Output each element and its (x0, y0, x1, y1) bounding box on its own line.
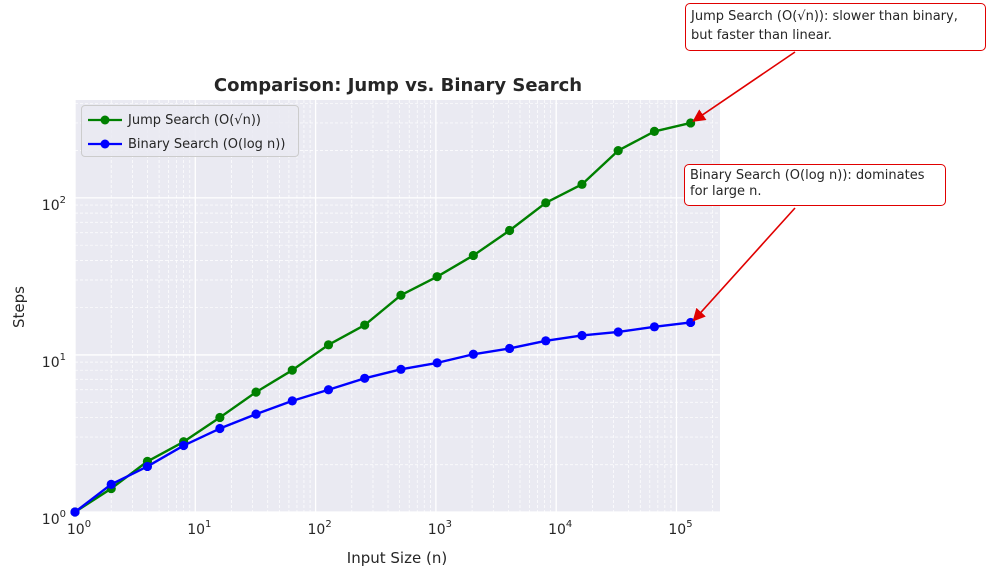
data-point (360, 373, 370, 383)
data-point (686, 118, 696, 128)
data-point (287, 365, 297, 375)
data-point (360, 320, 370, 330)
data-point (541, 198, 551, 208)
y-tick-label: 100 (42, 509, 66, 528)
legend-marker-binary (88, 139, 122, 149)
x-tick-label: 103 (428, 519, 452, 538)
x-tick-label: 100 (67, 519, 91, 538)
data-point (504, 225, 515, 236)
data-point (541, 336, 551, 346)
data-point (468, 250, 478, 261)
series-line (74, 321, 691, 513)
y-axis-label: Steps (10, 286, 28, 328)
annotation-arrow (692, 51, 796, 122)
data-point (577, 179, 587, 189)
data-point (613, 146, 623, 156)
series-binary (70, 317, 696, 517)
series-layer (70, 118, 696, 517)
data-point (106, 479, 116, 489)
legend: Jump Search (O(√n)) Binary Search (O(log… (81, 105, 299, 157)
data-point (649, 126, 660, 137)
annotation-binary-line2: for large n. (690, 184, 762, 199)
data-point (70, 507, 80, 517)
legend-item-binary: Binary Search (O(log n)) (88, 134, 285, 154)
data-point (504, 343, 515, 354)
annotation-arrow (692, 207, 796, 322)
data-point (432, 272, 442, 282)
y-tick-label: 102 (42, 195, 66, 214)
annotation-jump-line2: but faster than linear. (691, 28, 832, 43)
legend-label-jump: Jump Search (O(√n)) (128, 112, 261, 128)
data-point (613, 327, 623, 337)
x-tick-label: 105 (668, 519, 692, 538)
legend-item-jump: Jump Search (O(√n)) (88, 110, 261, 130)
data-point (432, 358, 442, 368)
data-point (577, 330, 587, 341)
data-point (251, 387, 261, 397)
x-axis-label: Input Size (n) (347, 549, 447, 567)
legend-marker-jump (88, 115, 122, 125)
data-point (251, 409, 261, 419)
data-point (215, 423, 225, 434)
plot-area (75, 100, 720, 512)
data-point (649, 322, 660, 332)
data-point (142, 461, 153, 472)
data-point (396, 290, 406, 300)
annotation-jump-line1: Jump Search (O(√n)): slower than binary, (691, 9, 958, 24)
annotation-binary: Binary Search (O(log n)): dominates for … (684, 164, 946, 206)
tick-labels: 100 101 102 103 104 105 100 101 102 (42, 195, 693, 538)
data-point (323, 340, 334, 350)
series-line (74, 121, 691, 514)
data-point (468, 349, 478, 359)
y-tick-label: 101 (42, 352, 66, 371)
annotation-binary-line1: Binary Search (O(log n)): dominates (690, 168, 925, 183)
data-point (396, 364, 406, 374)
data-point (179, 440, 189, 451)
data-point (215, 412, 225, 423)
legend-label-binary: Binary Search (O(log n)) (128, 136, 286, 152)
annotation-arrows (692, 51, 796, 322)
data-point (323, 385, 334, 395)
x-tick-label: 101 (187, 519, 211, 538)
x-tick-label: 102 (307, 519, 331, 538)
annotation-jump: Jump Search (O(√n)): slower than binary,… (685, 3, 986, 51)
x-tick-label: 104 (548, 519, 572, 538)
data-point (287, 396, 297, 406)
chart-title: Comparison: Jump vs. Binary Search (214, 75, 582, 96)
